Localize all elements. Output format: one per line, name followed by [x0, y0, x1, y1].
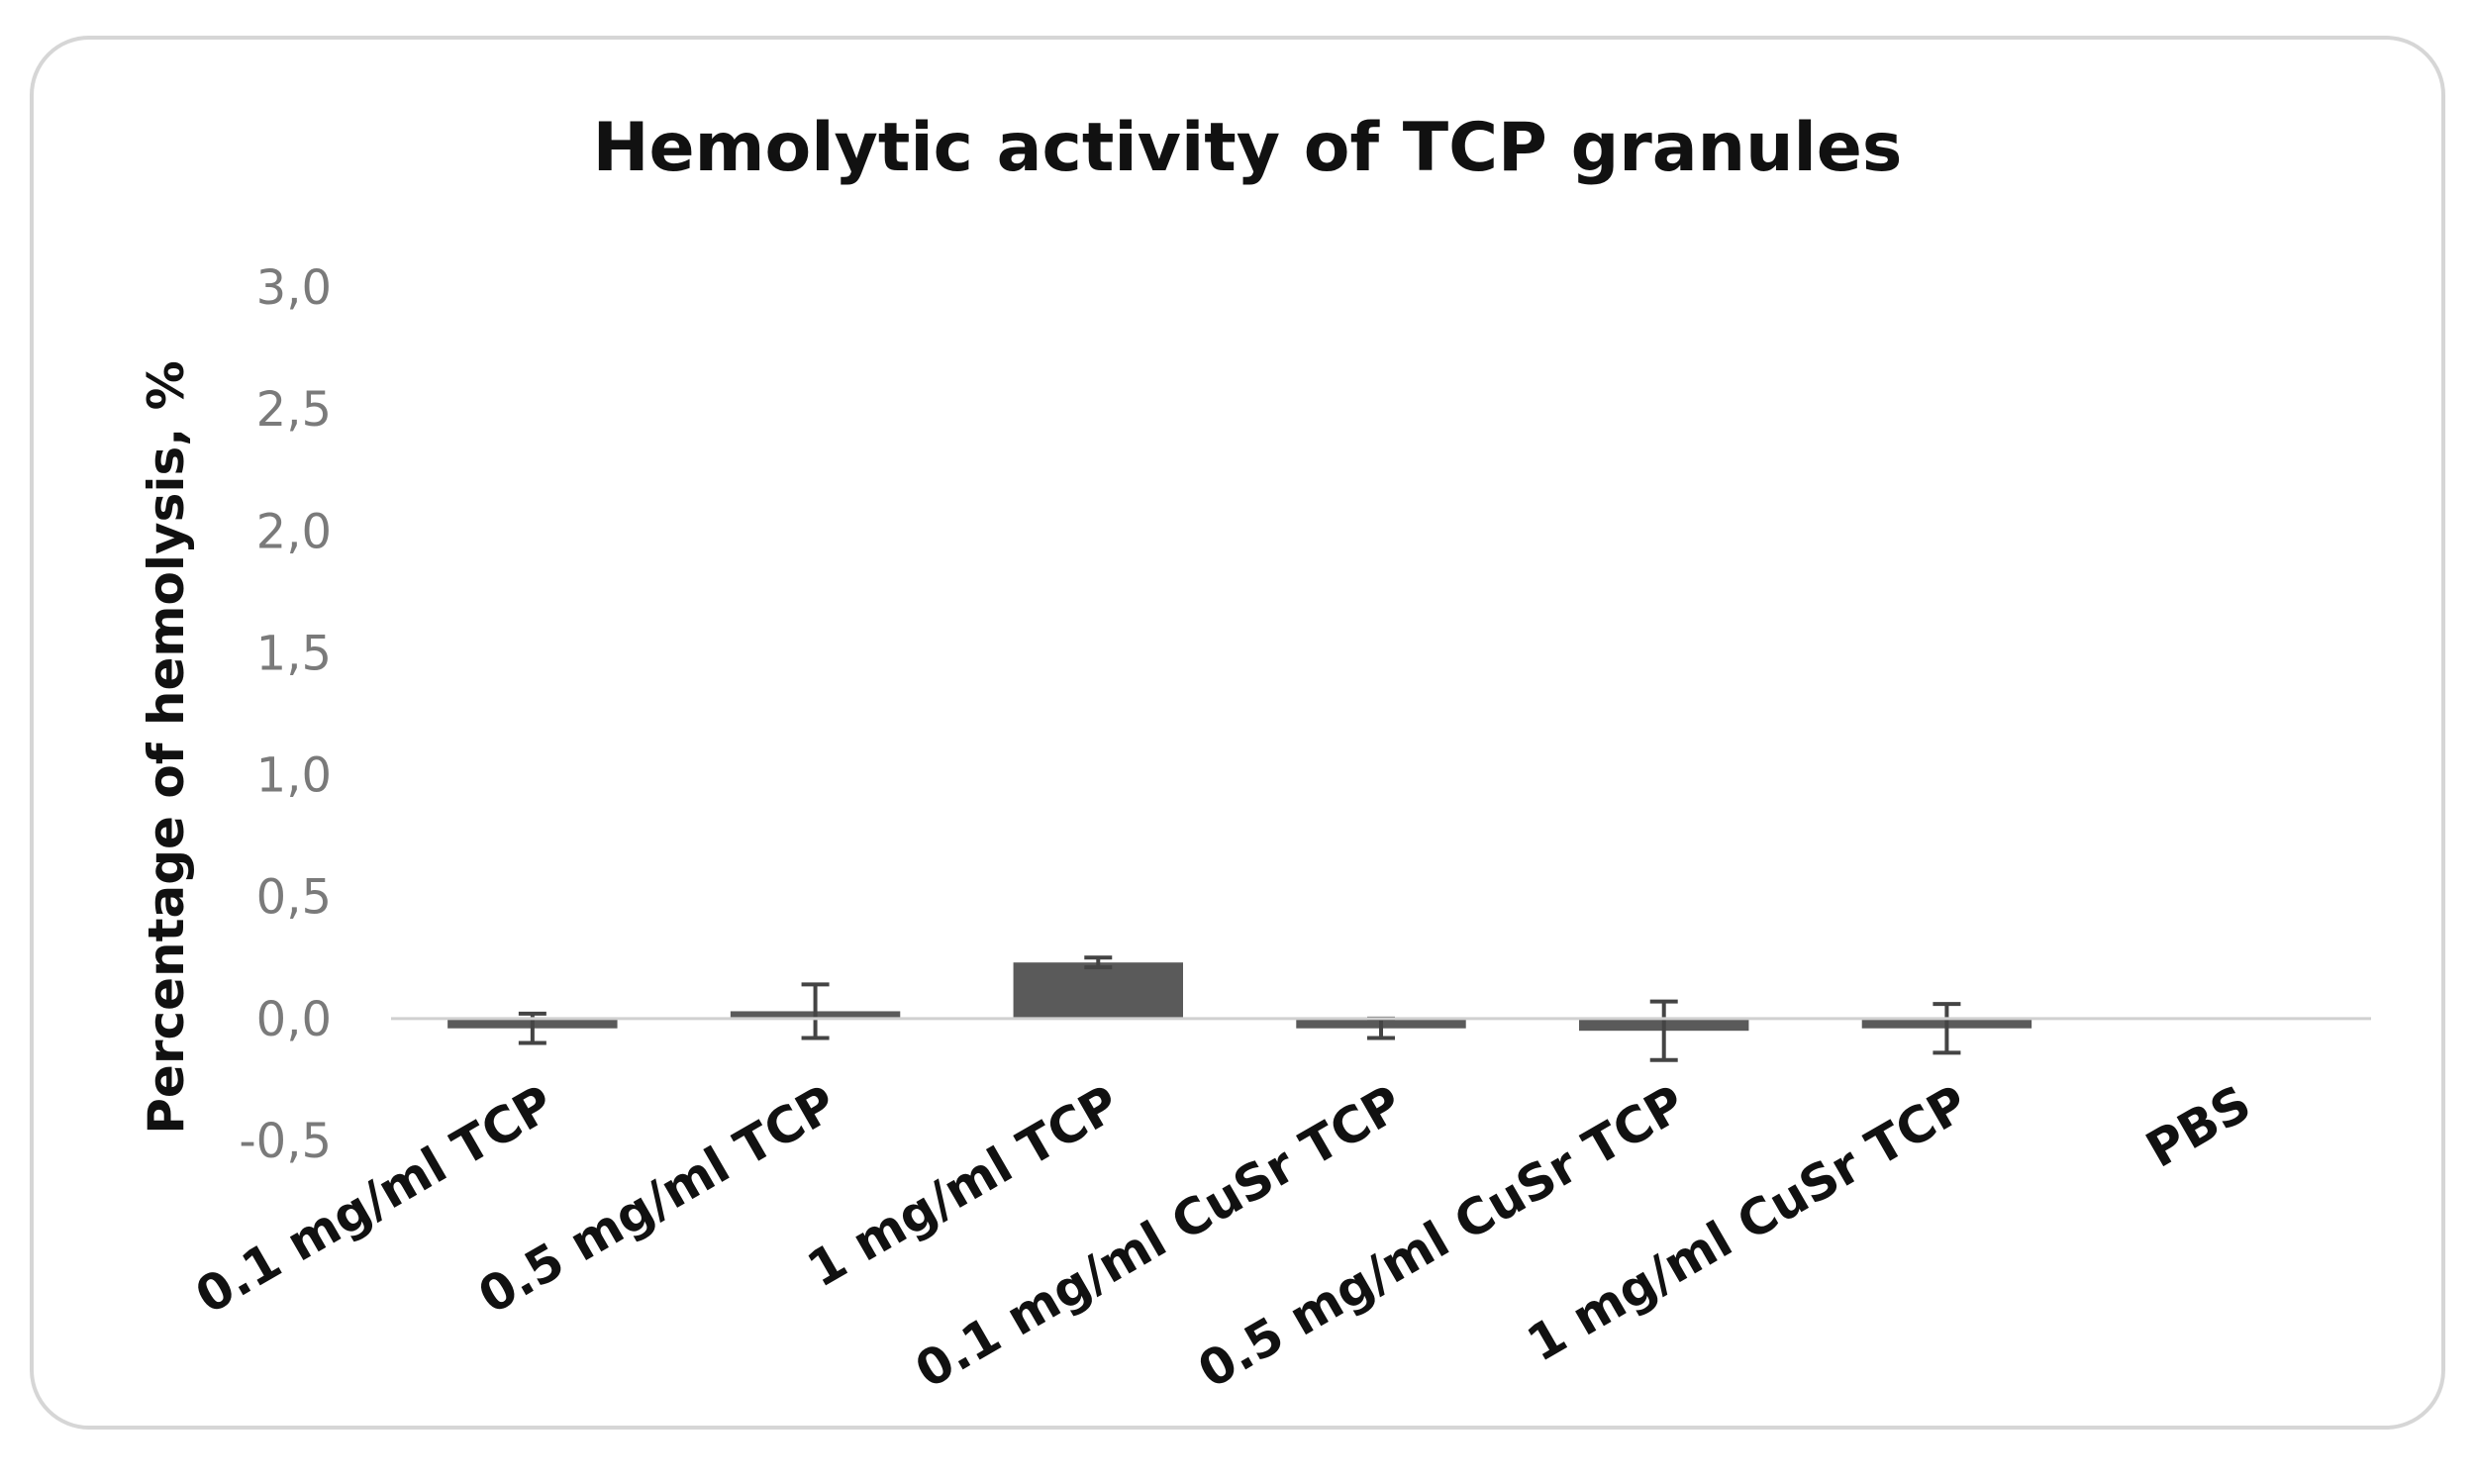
- x-tick-label: 0.5 mg/ml CuSr TCP: [1189, 1074, 1695, 1400]
- y-tick-label: 2,0: [256, 504, 332, 559]
- y-tick-label: 0,0: [256, 992, 332, 1047]
- y-axis-label: Percentage of hemolysis, %: [138, 360, 195, 1134]
- chart-title: Hemolytic activity of TCP granules: [593, 109, 1903, 187]
- y-tick-label: 2,5: [256, 382, 332, 438]
- y-tick-label: 3,0: [256, 260, 332, 316]
- y-tick-labels: -0,5 0,0 0,5 1,0 1,5 2,0 2,5 3,0: [239, 260, 332, 1169]
- chart-card: [30, 36, 2445, 1430]
- y-tick-label: -0,5: [239, 1114, 332, 1169]
- bar: [1013, 962, 1183, 1019]
- x-tick-label: PBS: [2136, 1074, 2260, 1179]
- y-tick-label: 1,5: [256, 626, 332, 681]
- bars: [447, 962, 2032, 1032]
- x-tick-label: 0.1 mg/ml CuSr TCP: [906, 1074, 1412, 1400]
- y-tick-label: 0,5: [256, 870, 332, 926]
- y-tick-label: 1,0: [256, 748, 332, 804]
- error-bars: [518, 955, 1961, 1062]
